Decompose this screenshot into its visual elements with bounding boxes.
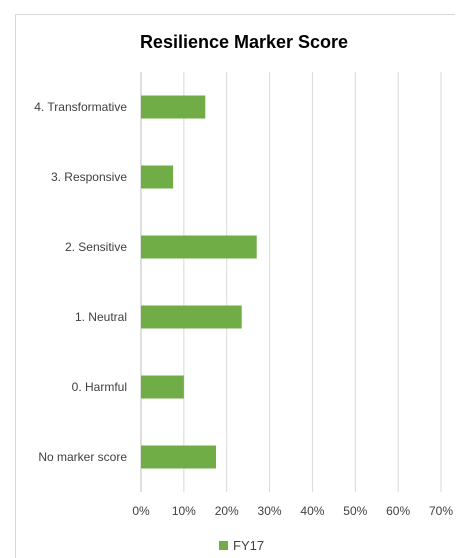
x-tick-label: 20% — [215, 504, 239, 518]
x-tick-label: 0% — [132, 504, 150, 518]
bar — [141, 305, 242, 329]
category-label: 3. Responsive — [51, 170, 127, 184]
gridlines — [140, 72, 442, 492]
category-label: 1. Neutral — [75, 310, 127, 324]
category-label: 0. Harmful — [72, 380, 127, 394]
x-tick-label: 50% — [343, 504, 367, 518]
x-tick-label: 40% — [300, 504, 324, 518]
category-label: 4. Transformative — [34, 100, 127, 114]
bar — [141, 165, 174, 189]
legend-swatch-fy17 — [219, 541, 228, 550]
bar — [141, 235, 257, 259]
bar — [141, 375, 184, 399]
legend-label-fy17: FY17 — [233, 538, 264, 553]
category-label: 2. Sensitive — [65, 240, 127, 254]
category-labels: 4. Transformative 3. Responsive 2. Sensiti… — [34, 100, 127, 464]
bar — [141, 445, 216, 469]
chart-frame — [15, 14, 455, 558]
bars — [141, 95, 257, 469]
bar — [141, 95, 206, 119]
x-tick-label: 10% — [172, 504, 196, 518]
x-tick-label: 60% — [386, 504, 410, 518]
legend: FY17 — [219, 538, 264, 553]
x-tick-label: 70% — [429, 504, 453, 518]
x-tick-labels: 0% 10% 20% 30% 40% 50% 60% 70% — [132, 504, 453, 518]
x-tick-label: 30% — [258, 504, 282, 518]
chart-title: Resilience Marker Score — [140, 32, 348, 52]
category-label: No marker score — [38, 450, 127, 464]
